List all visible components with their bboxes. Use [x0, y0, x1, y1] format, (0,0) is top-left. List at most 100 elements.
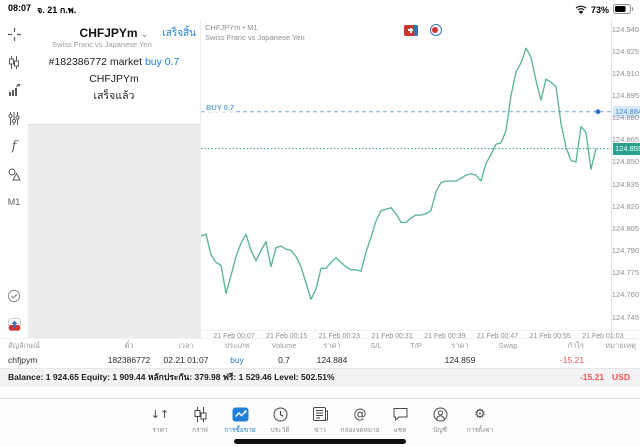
nav-tab-settings[interactable]: ⚙ การตั้งค่า	[466, 406, 494, 435]
cell-ticket: 182386772	[107, 355, 151, 365]
account-summary-text: Balance: 1 924.65 Equity: 1 909.44 หลักป…	[8, 372, 335, 382]
nav-tab-history[interactable]: ประวัติ	[260, 399, 300, 447]
jpy-flag-icon	[430, 24, 442, 36]
order-panel: CHFJPYm ⌄ เสร็จสิ้น Swiss Franc vs Japan…	[28, 20, 200, 338]
nav-tab-news[interactable]: ข่าว	[300, 399, 340, 447]
timeframe-button[interactable]: M1	[0, 188, 28, 216]
wifi-icon	[575, 5, 587, 16]
account-summary-bar: Balance: 1 924.65 Equity: 1 909.44 หลักป…	[0, 368, 640, 386]
nav-tab-trade[interactable]: การซื้อขาย	[220, 399, 260, 447]
time-tick: 21 Feb 00:47	[476, 333, 519, 340]
bottom-nav-bar: ↓↑ ราคา กราฟ การซื้อขาย ประวัติ ข่าว	[0, 398, 640, 447]
chevron-down-icon: ⌄	[140, 30, 149, 40]
time-tick: 21 Feb 00:15	[266, 333, 308, 340]
order-price-label: 124.884	[613, 105, 640, 118]
price-tick: 124.850	[611, 157, 639, 167]
price-tick: 124.835	[611, 179, 639, 189]
clock-time: 08:07	[8, 3, 32, 13]
buy-position-label: BUY 0.7	[204, 102, 237, 112]
order-status-text: เสร็จแล้ว	[93, 90, 135, 102]
cell-time: 02.21 01:07	[163, 355, 209, 365]
chart-title: CHFJPYm • M1	[205, 23, 258, 32]
objects-icon[interactable]	[0, 160, 28, 188]
price-tick: 124.745	[611, 312, 639, 322]
col-time: เวลา	[178, 340, 194, 350]
price-tick: 124.760	[611, 290, 639, 300]
done-button[interactable]: เสร็จสิ้น	[162, 28, 196, 39]
accounts-icon	[433, 405, 448, 423]
time-tick: 21 Feb 00:31	[371, 333, 413, 340]
nav-tab-mailbox[interactable]: @ กล่องจดหมาย	[340, 406, 380, 435]
order-result-message: #182386772 market buy 0.7 CHFJPYm เสร็จแ…	[28, 54, 200, 105]
home-indicator[interactable]	[234, 439, 406, 444]
col-comment: หมายเหตุ	[605, 340, 636, 350]
time-tick: 21 Feb 00:55	[529, 333, 571, 340]
order-id-text: #182386772 market	[48, 56, 143, 68]
position-row[interactable]: chfjpym 182386772 02.21 01:07 buy 0.7 12…	[0, 352, 640, 368]
price-tick: 124.775	[611, 268, 639, 278]
col-sl: S/L	[370, 341, 382, 350]
status-date: จ. 21 ก.พ.	[37, 5, 77, 15]
sliders-icon[interactable]	[0, 104, 28, 132]
chf-flag-icon	[404, 24, 418, 36]
chart-icon	[193, 405, 208, 423]
symbol-selector[interactable]: CHFJPYm ⌄	[79, 26, 149, 40]
symbol-description: Swiss Franc vs Japanese Yen	[52, 40, 152, 49]
crosshair-icon[interactable]	[0, 20, 28, 48]
nav-tab-accounts[interactable]: บัญชี	[420, 399, 460, 447]
candlestick-icon[interactable]	[0, 48, 28, 76]
price-tick: 124.940	[611, 24, 639, 34]
col-volume: Volume	[271, 341, 297, 350]
mailbox-icon: @	[353, 406, 367, 422]
nav-tab-chat[interactable]: แชท	[380, 399, 420, 447]
time-tick: 21 Feb 00:39	[424, 333, 466, 340]
cell-type: buy	[230, 355, 244, 365]
function-icon[interactable]: f	[11, 138, 17, 154]
chart-toolbar: f M1	[0, 20, 28, 338]
cell-price: 124.884	[316, 355, 348, 365]
history-icon	[273, 405, 288, 423]
news-icon	[312, 405, 328, 423]
quotes-icon: ↓↑	[150, 407, 170, 421]
currency-flags	[404, 24, 442, 36]
col-price: ราคา	[323, 340, 341, 350]
col-swap: Swap	[498, 341, 518, 350]
price-chart[interactable]: CHFJPYm • M1 Swiss Franc vs Japanese Yen…	[200, 20, 640, 340]
price-tick: 124.925	[611, 46, 639, 56]
cell-volume: 0.7	[278, 355, 290, 365]
chat-icon	[393, 405, 408, 423]
nav-tab-charts[interactable]: กราฟ	[180, 399, 220, 447]
status-bar: 08:07 จ. 21 ก.พ. 73%	[0, 0, 640, 20]
total-profit: -15.21	[579, 372, 605, 382]
order-symbol-text: CHFJPYm	[89, 73, 139, 85]
chart-subtitle: Swiss Franc vs Japanese Yen	[205, 33, 305, 42]
battery-percent: 73%	[590, 5, 609, 15]
battery-icon	[613, 4, 634, 16]
col-ticket: ตั๋ว	[124, 340, 134, 350]
ask-price-marker	[595, 109, 601, 115]
price-line-series	[201, 47, 597, 300]
cell-profit: -15.21	[559, 355, 584, 365]
price-tick: 124.865	[611, 135, 639, 145]
indicator-chart-icon[interactable]	[0, 76, 28, 104]
order-panel-body	[28, 124, 200, 338]
time-tick: 21 Feb 00:23	[318, 333, 361, 340]
settings-icon: ⚙	[474, 406, 486, 422]
price-tick: 124.820	[611, 201, 639, 211]
current-price-label: 124.859	[613, 142, 640, 155]
circle-check-icon[interactable]	[0, 282, 28, 310]
col-symbol: สัญลักษณ์	[8, 340, 41, 350]
col-profit: กำไร	[567, 340, 584, 350]
table-header-row: สัญลักษณ์ ตั๋ว เวลา ประเภท Volume ราคา S…	[0, 338, 640, 352]
profit-currency: USD	[612, 372, 630, 382]
price-tick: 124.790	[611, 246, 639, 256]
time-axis: 21 Feb 00:07 21 Feb 00:15 21 Feb 00:23 21 F…	[201, 330, 640, 340]
col-price-current: ราคา	[451, 340, 469, 350]
timeframe-label: M1	[7, 197, 21, 207]
new-order-icon[interactable]	[0, 310, 28, 338]
nav-tab-quotes[interactable]: ↓↑ ราคา	[140, 399, 180, 447]
price-tick: 124.910	[611, 68, 639, 78]
time-tick: 21 Feb 01:03	[582, 333, 624, 340]
col-type: ประเภท	[224, 340, 250, 350]
cell-symbol: chfjpym	[8, 355, 38, 365]
